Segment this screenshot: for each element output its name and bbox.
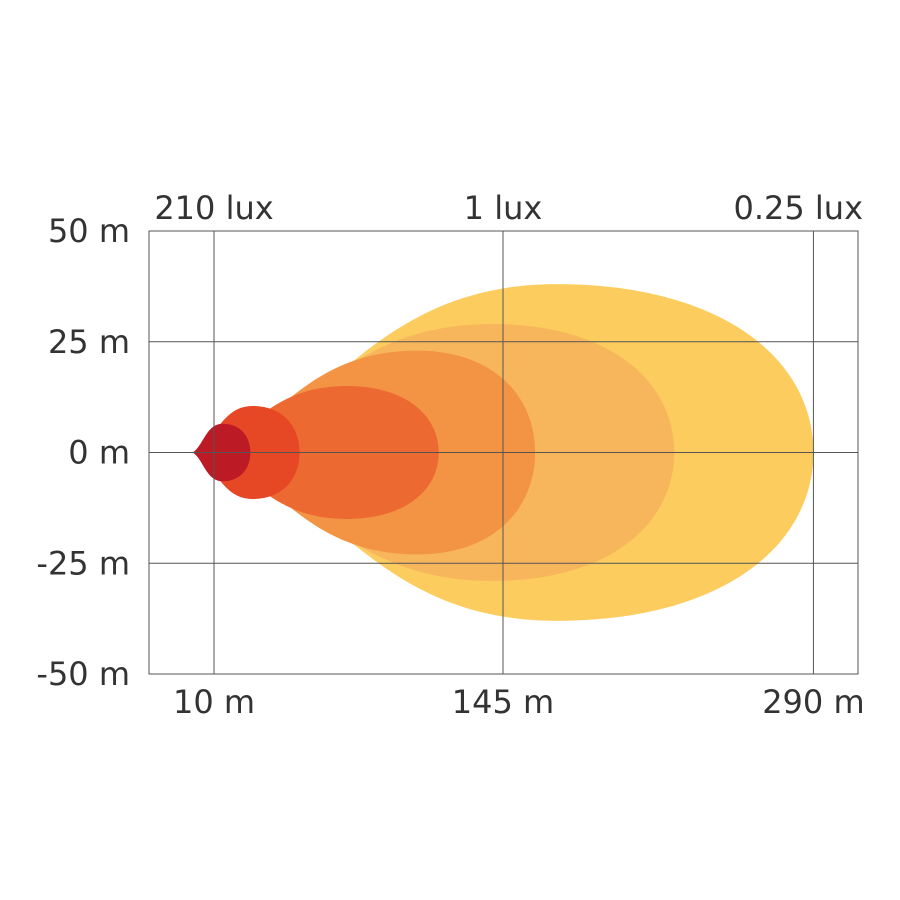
- y-tick-label-2: 25 m: [48, 323, 130, 361]
- lux-label-3: 0.25 lux: [733, 189, 863, 227]
- plot-frame: [148, 230, 859, 675]
- tick-labels: 50 m 25 m 0 m -25 m -50 m 10 m 145 m 290 m 210 l…: [36, 189, 864, 721]
- y-tick-label-1: 50 m: [48, 212, 130, 250]
- y-tick-label-4: -25 m: [36, 544, 130, 582]
- y-tick-label-3: 0 m: [68, 434, 130, 472]
- y-tick-label-5: -50 m: [36, 655, 130, 693]
- x-tick-label-1: 10 m: [173, 683, 255, 721]
- x-tick-label-2: 145 m: [452, 683, 554, 721]
- grid-lines: [149, 231, 858, 674]
- x-tick-label-3: 290 m: [762, 683, 864, 721]
- lux-label-2: 1 lux: [464, 189, 543, 227]
- lux-label-1: 210 lux: [154, 189, 273, 227]
